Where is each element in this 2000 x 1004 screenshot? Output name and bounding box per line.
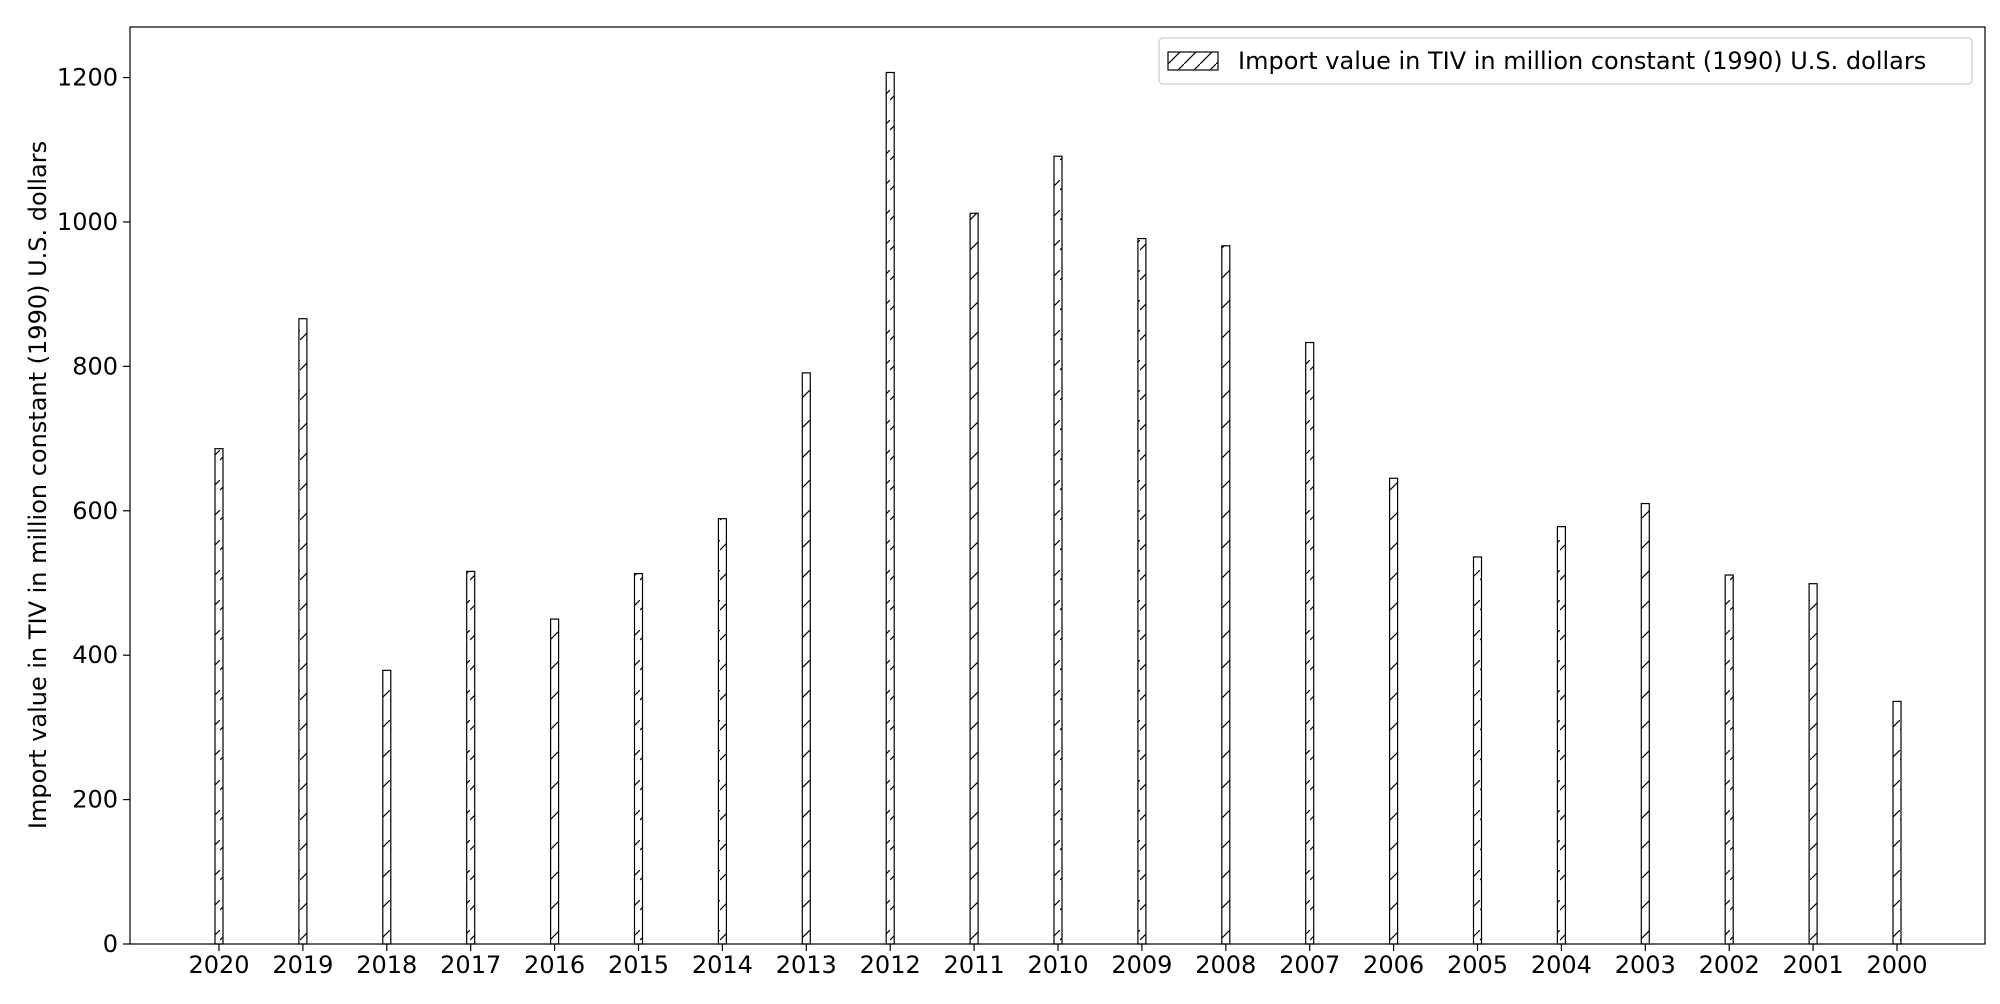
- bar-2001: [1808, 583, 1818, 945]
- bar-2009: [1137, 237, 1147, 945]
- bar-2012: [885, 71, 895, 945]
- y-tick-label: 600: [72, 497, 118, 525]
- bar-2005: [1472, 556, 1483, 945]
- bar-2010: [1053, 155, 1063, 945]
- x-tick-label: 2015: [608, 951, 669, 979]
- legend-box: [1158, 37, 1973, 85]
- x-tick-label: 2017: [440, 951, 501, 979]
- bar-2008: [1221, 245, 1231, 945]
- x-tick-label: 2011: [944, 951, 1005, 979]
- bar-2015: [633, 572, 644, 945]
- x-tick-label: 2008: [1195, 951, 1256, 979]
- legend: Import value in TIV in million constant …: [1158, 37, 1973, 85]
- x-tick-label: 2007: [1279, 951, 1340, 979]
- x-tick-label: 2016: [524, 951, 585, 979]
- x-tick-label: 2014: [692, 951, 753, 979]
- bar-2014: [717, 518, 728, 945]
- bar-2000: [1892, 700, 1902, 945]
- x-tick-label: 2013: [776, 951, 837, 979]
- x-tick-label: 2004: [1531, 951, 1592, 979]
- x-tick-label: 2010: [1027, 951, 1088, 979]
- y-tick-label: 400: [72, 641, 118, 669]
- x-tick-label: 2012: [860, 951, 921, 979]
- bar-2011: [969, 212, 979, 945]
- legend-label: Import value in TIV in million constant …: [1238, 47, 1926, 75]
- x-tick-label: 2005: [1447, 951, 1508, 979]
- y-tick-label: 0: [103, 930, 118, 958]
- bar-2020: [214, 448, 224, 945]
- axes-layer: 0 200 400 600 800 1000 1200 2020 2019 2018 2017 201…: [57, 26, 1986, 979]
- x-tick-label: 2003: [1615, 951, 1676, 979]
- x-tick-label: 2018: [356, 951, 417, 979]
- legend-swatch: [1167, 51, 1219, 71]
- bar-2018: [382, 669, 392, 945]
- y-axis-label: Import value in TIV in million constant …: [24, 141, 52, 829]
- x-tick-label: 2019: [272, 951, 333, 979]
- x-tick-label: 2020: [188, 951, 249, 979]
- bar-2006: [1388, 477, 1399, 945]
- y-tick-label: 1200: [57, 64, 118, 92]
- bar-2016: [549, 618, 560, 945]
- x-tick-label: 2009: [1111, 951, 1172, 979]
- y-tick-label: 800: [72, 352, 118, 380]
- bar-2007: [1305, 341, 1315, 945]
- bar-2017: [466, 570, 476, 945]
- y-tick-label: 200: [72, 786, 118, 814]
- bar-2019: [298, 318, 308, 945]
- bars-layer: [214, 71, 1902, 945]
- bar-2004: [1556, 526, 1567, 945]
- bar-2013: [801, 372, 811, 945]
- x-tick-label: 2000: [1866, 951, 1927, 979]
- bar-2002: [1724, 574, 1734, 945]
- x-tick-label: 2001: [1783, 951, 1844, 979]
- y-tick-label: 1000: [57, 208, 118, 236]
- x-tick-label: 2002: [1699, 951, 1760, 979]
- bar-2003: [1640, 502, 1650, 945]
- x-tick-label: 2006: [1363, 951, 1424, 979]
